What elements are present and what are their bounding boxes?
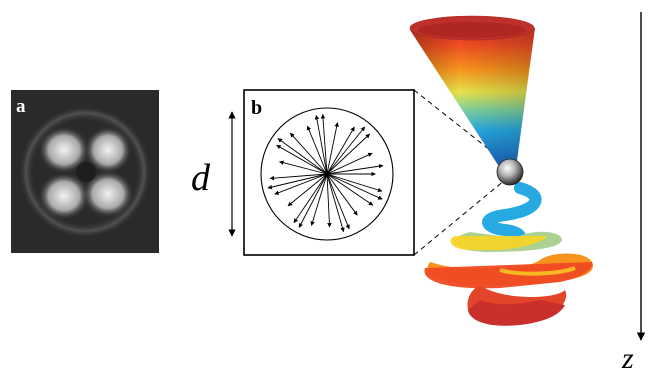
projection-line-bottom	[413, 179, 506, 256]
polarization-vector	[326, 152, 373, 175]
polarization-vector	[314, 114, 328, 175]
polarization-vector	[310, 173, 328, 226]
polarization-vector	[326, 173, 383, 200]
panel-b: b	[243, 89, 415, 256]
polarization-vector	[320, 113, 328, 175]
lobe-top-right	[84, 126, 132, 174]
polarization-vector	[289, 132, 328, 175]
polarization-vector	[279, 160, 328, 175]
polarization-vector	[269, 173, 328, 181]
polarization-vector	[274, 173, 328, 195]
polarization-vectors	[267, 113, 384, 233]
dimension-label: d	[191, 157, 211, 199]
polarization-vector	[326, 173, 350, 230]
polarization-vector	[326, 173, 383, 193]
polarization-vector	[267, 173, 328, 190]
projection-line-top	[413, 89, 506, 163]
focal-sphere	[496, 158, 524, 186]
polarization-vector	[277, 138, 328, 175]
helical-beam	[424, 182, 594, 326]
focusing-cone	[409, 15, 535, 169]
panel-a: a	[11, 90, 159, 253]
polarization-vector	[326, 122, 339, 175]
lobe-top-left	[38, 126, 90, 174]
helix-segment-red-orange	[424, 262, 593, 289]
helix-segment-yellow	[450, 236, 548, 250]
panel-b-label: b	[251, 97, 262, 119]
polarization-vector	[326, 126, 366, 175]
panel-a-label: a	[16, 96, 26, 117]
polarization-vector	[326, 173, 374, 206]
polarization-vector	[326, 173, 345, 233]
lobe-bottom-right	[82, 170, 134, 218]
dimension-indicator: d	[191, 111, 236, 237]
z-axis: z	[621, 12, 646, 370]
lobe-bottom-left	[38, 172, 90, 220]
polarization-vector	[326, 133, 371, 175]
projection-lines	[413, 89, 506, 256]
polarization-vector	[326, 163, 384, 175]
polarization-vector	[276, 144, 328, 175]
polarization-vector	[287, 173, 328, 207]
polarization-vector	[326, 126, 355, 175]
polarization-vector	[306, 125, 328, 175]
polarization-vector	[326, 173, 332, 228]
polarization-vector	[293, 173, 328, 224]
helix-segment-deep-red	[468, 300, 565, 326]
aperture-circle	[260, 107, 394, 241]
polarization-vector	[326, 173, 358, 216]
helix-segment-blue	[482, 182, 542, 248]
polarization-vector	[298, 173, 328, 228]
z-axis-label: z	[621, 342, 634, 370]
